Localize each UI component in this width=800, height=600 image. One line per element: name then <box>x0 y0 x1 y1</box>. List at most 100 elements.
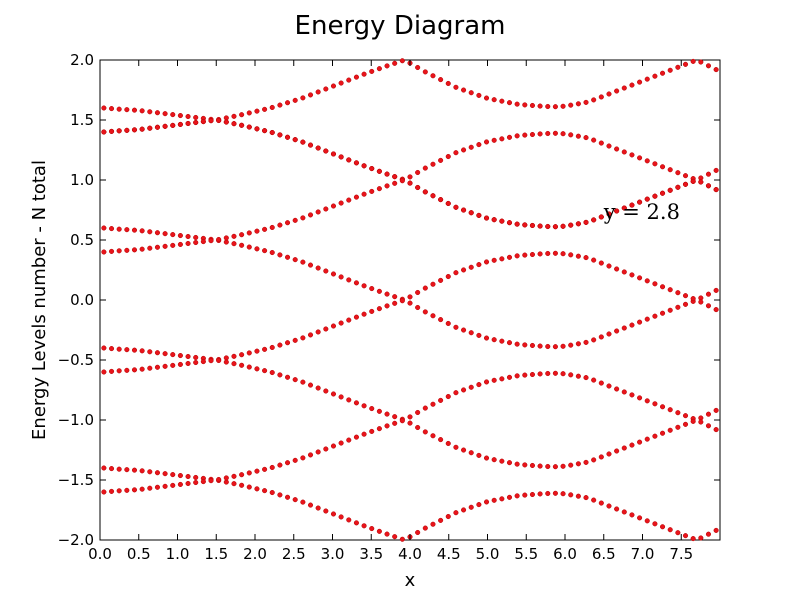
data-point <box>101 249 107 255</box>
data-point <box>101 129 107 135</box>
data-point <box>705 411 712 417</box>
data-point <box>430 193 436 199</box>
data-point <box>361 283 367 289</box>
data-point <box>346 157 352 163</box>
data-point <box>483 139 490 145</box>
data-point <box>483 499 490 505</box>
data-point <box>415 169 421 176</box>
data-point <box>660 310 666 316</box>
data-point <box>461 387 467 393</box>
data-point <box>330 443 337 449</box>
data-point <box>292 217 298 223</box>
data-point <box>682 301 689 307</box>
data-point <box>644 196 650 202</box>
data-point <box>269 344 275 351</box>
data-point <box>629 202 635 208</box>
x-tick-label: 7.0 <box>631 545 655 563</box>
data-point <box>483 259 490 265</box>
data-point <box>223 235 229 241</box>
data-point <box>300 259 306 265</box>
data-point <box>705 291 712 297</box>
data-point <box>667 527 673 533</box>
data-point <box>491 497 497 503</box>
data-point <box>537 223 543 229</box>
data-point <box>529 371 536 378</box>
data-point <box>285 494 291 500</box>
data-point <box>644 158 650 164</box>
data-point <box>430 161 436 167</box>
data-point <box>644 518 650 524</box>
data-point <box>300 379 306 385</box>
data-point <box>675 410 681 416</box>
data-point <box>491 377 497 383</box>
data-point <box>361 403 367 409</box>
data-point <box>575 253 581 259</box>
data-point <box>162 363 168 369</box>
data-point <box>415 184 421 191</box>
data-point <box>690 178 696 184</box>
data-point <box>185 353 191 360</box>
data-point <box>216 236 222 243</box>
data-point <box>392 180 398 186</box>
data-point <box>522 342 528 348</box>
data-point <box>277 342 283 348</box>
data-point <box>529 491 536 498</box>
data-point <box>315 329 321 335</box>
data-point <box>384 303 390 309</box>
data-point <box>177 361 183 367</box>
data-point <box>384 171 390 177</box>
data-point <box>269 129 275 136</box>
data-point <box>223 239 229 245</box>
data-point <box>506 220 513 226</box>
data-point <box>621 509 627 515</box>
data-point <box>116 368 122 374</box>
data-point <box>193 114 199 121</box>
data-point <box>208 478 214 484</box>
data-point <box>277 372 283 378</box>
data-point <box>147 469 153 475</box>
data-point <box>560 103 566 109</box>
data-point <box>453 324 459 330</box>
data-point <box>614 386 620 392</box>
data-point <box>162 123 168 129</box>
data-point <box>621 269 627 275</box>
data-point <box>506 254 513 260</box>
data-point <box>246 364 252 370</box>
data-point <box>545 223 551 230</box>
data-point <box>537 491 543 497</box>
y-tick-label: −1.5 <box>58 471 94 489</box>
data-point <box>285 254 291 260</box>
data-point <box>568 342 574 348</box>
data-point <box>392 174 398 180</box>
data-point <box>353 194 359 200</box>
data-point <box>185 120 191 127</box>
data-point <box>629 442 635 448</box>
data-point <box>606 503 612 509</box>
data-point <box>154 124 160 130</box>
data-point <box>430 313 436 319</box>
data-point <box>292 137 298 143</box>
data-point <box>522 492 528 498</box>
data-point <box>239 232 245 238</box>
data-point <box>170 472 176 478</box>
data-point <box>690 536 696 542</box>
data-point <box>491 137 497 143</box>
data-point <box>369 166 375 172</box>
data-point <box>415 64 421 71</box>
data-point <box>499 218 505 224</box>
data-point <box>239 242 245 248</box>
data-point <box>438 197 444 203</box>
data-point <box>675 290 681 296</box>
data-point <box>522 132 528 138</box>
data-point <box>560 251 566 257</box>
data-point <box>323 148 329 154</box>
data-point <box>652 401 658 407</box>
data-point <box>445 273 451 280</box>
data-point <box>583 135 589 141</box>
data-point <box>461 267 467 273</box>
x-tick-label: 6.5 <box>592 545 616 563</box>
data-point <box>598 334 604 340</box>
data-point <box>476 212 482 218</box>
data-point <box>591 257 597 263</box>
data-point <box>307 452 314 458</box>
